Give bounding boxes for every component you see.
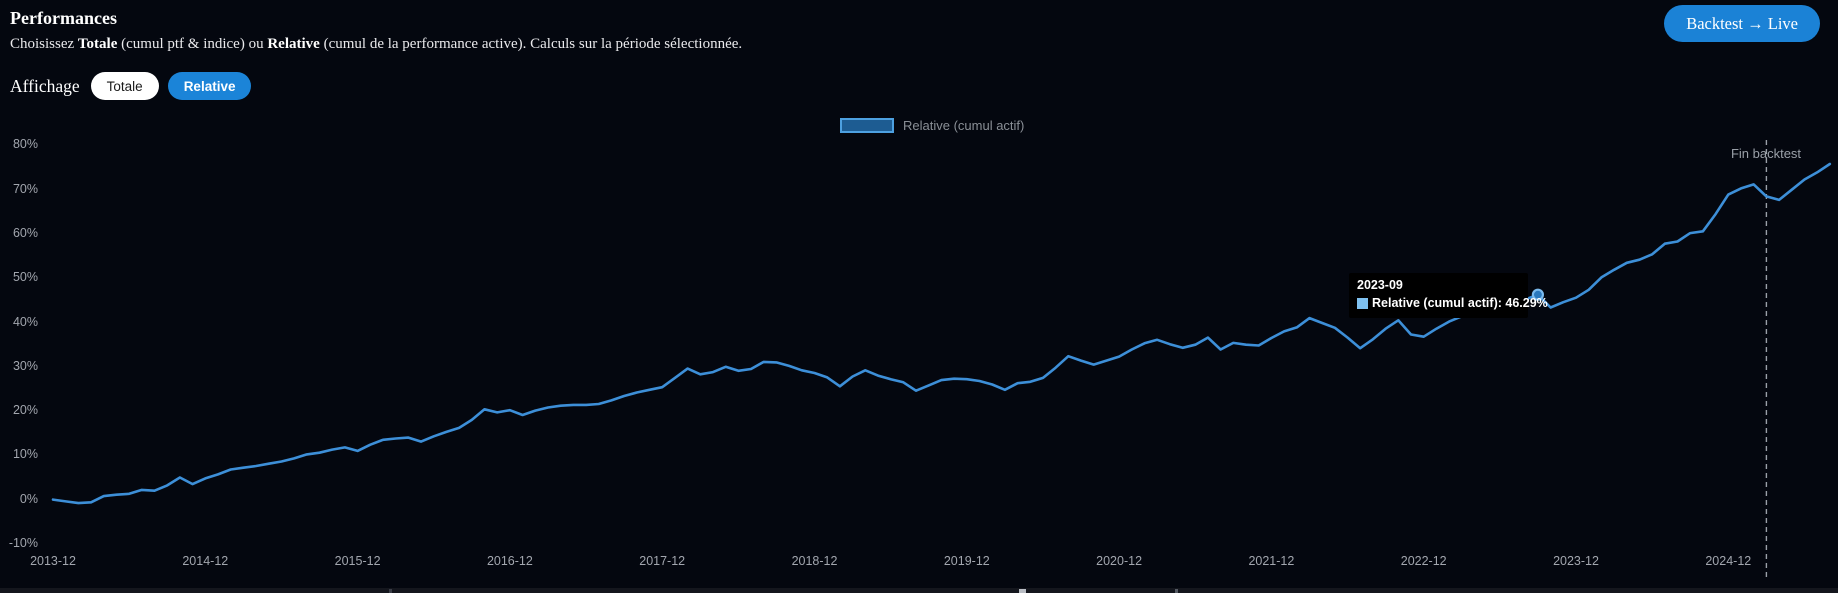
y-tick-label: 30%	[12, 358, 38, 373]
y-tick-label: 0%	[19, 491, 38, 506]
x-tick-label: 2014-12	[182, 554, 229, 568]
x-tick-label: 2020-12	[1096, 554, 1143, 568]
y-tick-label: 40%	[12, 314, 38, 329]
subtitle-part: (cumul de la performance active). Calcul…	[319, 36, 743, 52]
legend-swatch-icon	[840, 118, 894, 133]
y-tick-label: 60%	[12, 225, 38, 240]
hover-point-marker	[1531, 288, 1545, 301]
bottom-partial-mark	[1175, 589, 1178, 593]
x-tick-label: 2017-12	[639, 554, 686, 568]
relative-toggle-button[interactable]: Relative	[167, 72, 252, 100]
backtest-live-button[interactable]: Backtest → Live	[1664, 5, 1820, 42]
relative-performance-line	[51, 162, 1832, 505]
x-tick-label: 2013-12	[30, 554, 76, 568]
bottom-partial-mark	[389, 589, 392, 593]
subtitle-part: Choisissez	[10, 36, 78, 52]
tooltip-value-text: Relative (cumul actif): 46.29%	[1372, 296, 1548, 310]
x-tick-label: 2018-12	[791, 554, 838, 568]
bottom-partial-mark	[1019, 589, 1026, 593]
subtitle-bold-totale: Totale	[77, 36, 118, 52]
x-tick-label: 2019-12	[943, 554, 990, 568]
x-tick-label: 2016-12	[486, 554, 533, 568]
page-subtitle: Choisissez Totale (cumul ptf & indice) o…	[10, 36, 742, 53]
x-tick-label: 2021-12	[1248, 554, 1295, 568]
legend-item-relative[interactable]: Relative (cumul actif)	[840, 118, 1024, 133]
tooltip-date: 2023-09	[1357, 278, 1403, 292]
y-tick-label: 20%	[12, 403, 38, 418]
y-tick-label: 50%	[12, 270, 38, 285]
subtitle-bold-relative: Relative	[267, 36, 320, 52]
y-tick-label: -10%	[8, 535, 38, 550]
y-tick-label: 10%	[12, 447, 38, 462]
x-tick-label: 2024-12	[1705, 554, 1752, 568]
tooltip-series-swatch-icon	[1357, 297, 1368, 309]
subtitle-part: (cumul ptf & indice) ou	[117, 36, 268, 52]
bottom-partial-element	[0, 588, 1838, 593]
fin-backtest-annotation: Fin backtest	[1730, 146, 1802, 161]
x-tick-label: 2015-12	[334, 554, 381, 568]
affichage-label: Affichage	[10, 75, 80, 96]
page-title: Performances	[10, 8, 117, 28]
y-tick-label: 80%	[12, 137, 38, 152]
x-tick-label: 2023-12	[1553, 554, 1599, 568]
y-tick-label: 70%	[12, 181, 38, 196]
totale-toggle-button[interactable]: Totale	[90, 72, 159, 100]
chart-tooltip: 2023-09 Relative (cumul actif): 46.29%	[1349, 273, 1548, 318]
display-toggle-row: Affichage Totale Relative	[10, 66, 252, 106]
legend-label: Relative (cumul actif)	[903, 118, 1025, 133]
x-tick-label: 2022-12	[1400, 554, 1447, 568]
